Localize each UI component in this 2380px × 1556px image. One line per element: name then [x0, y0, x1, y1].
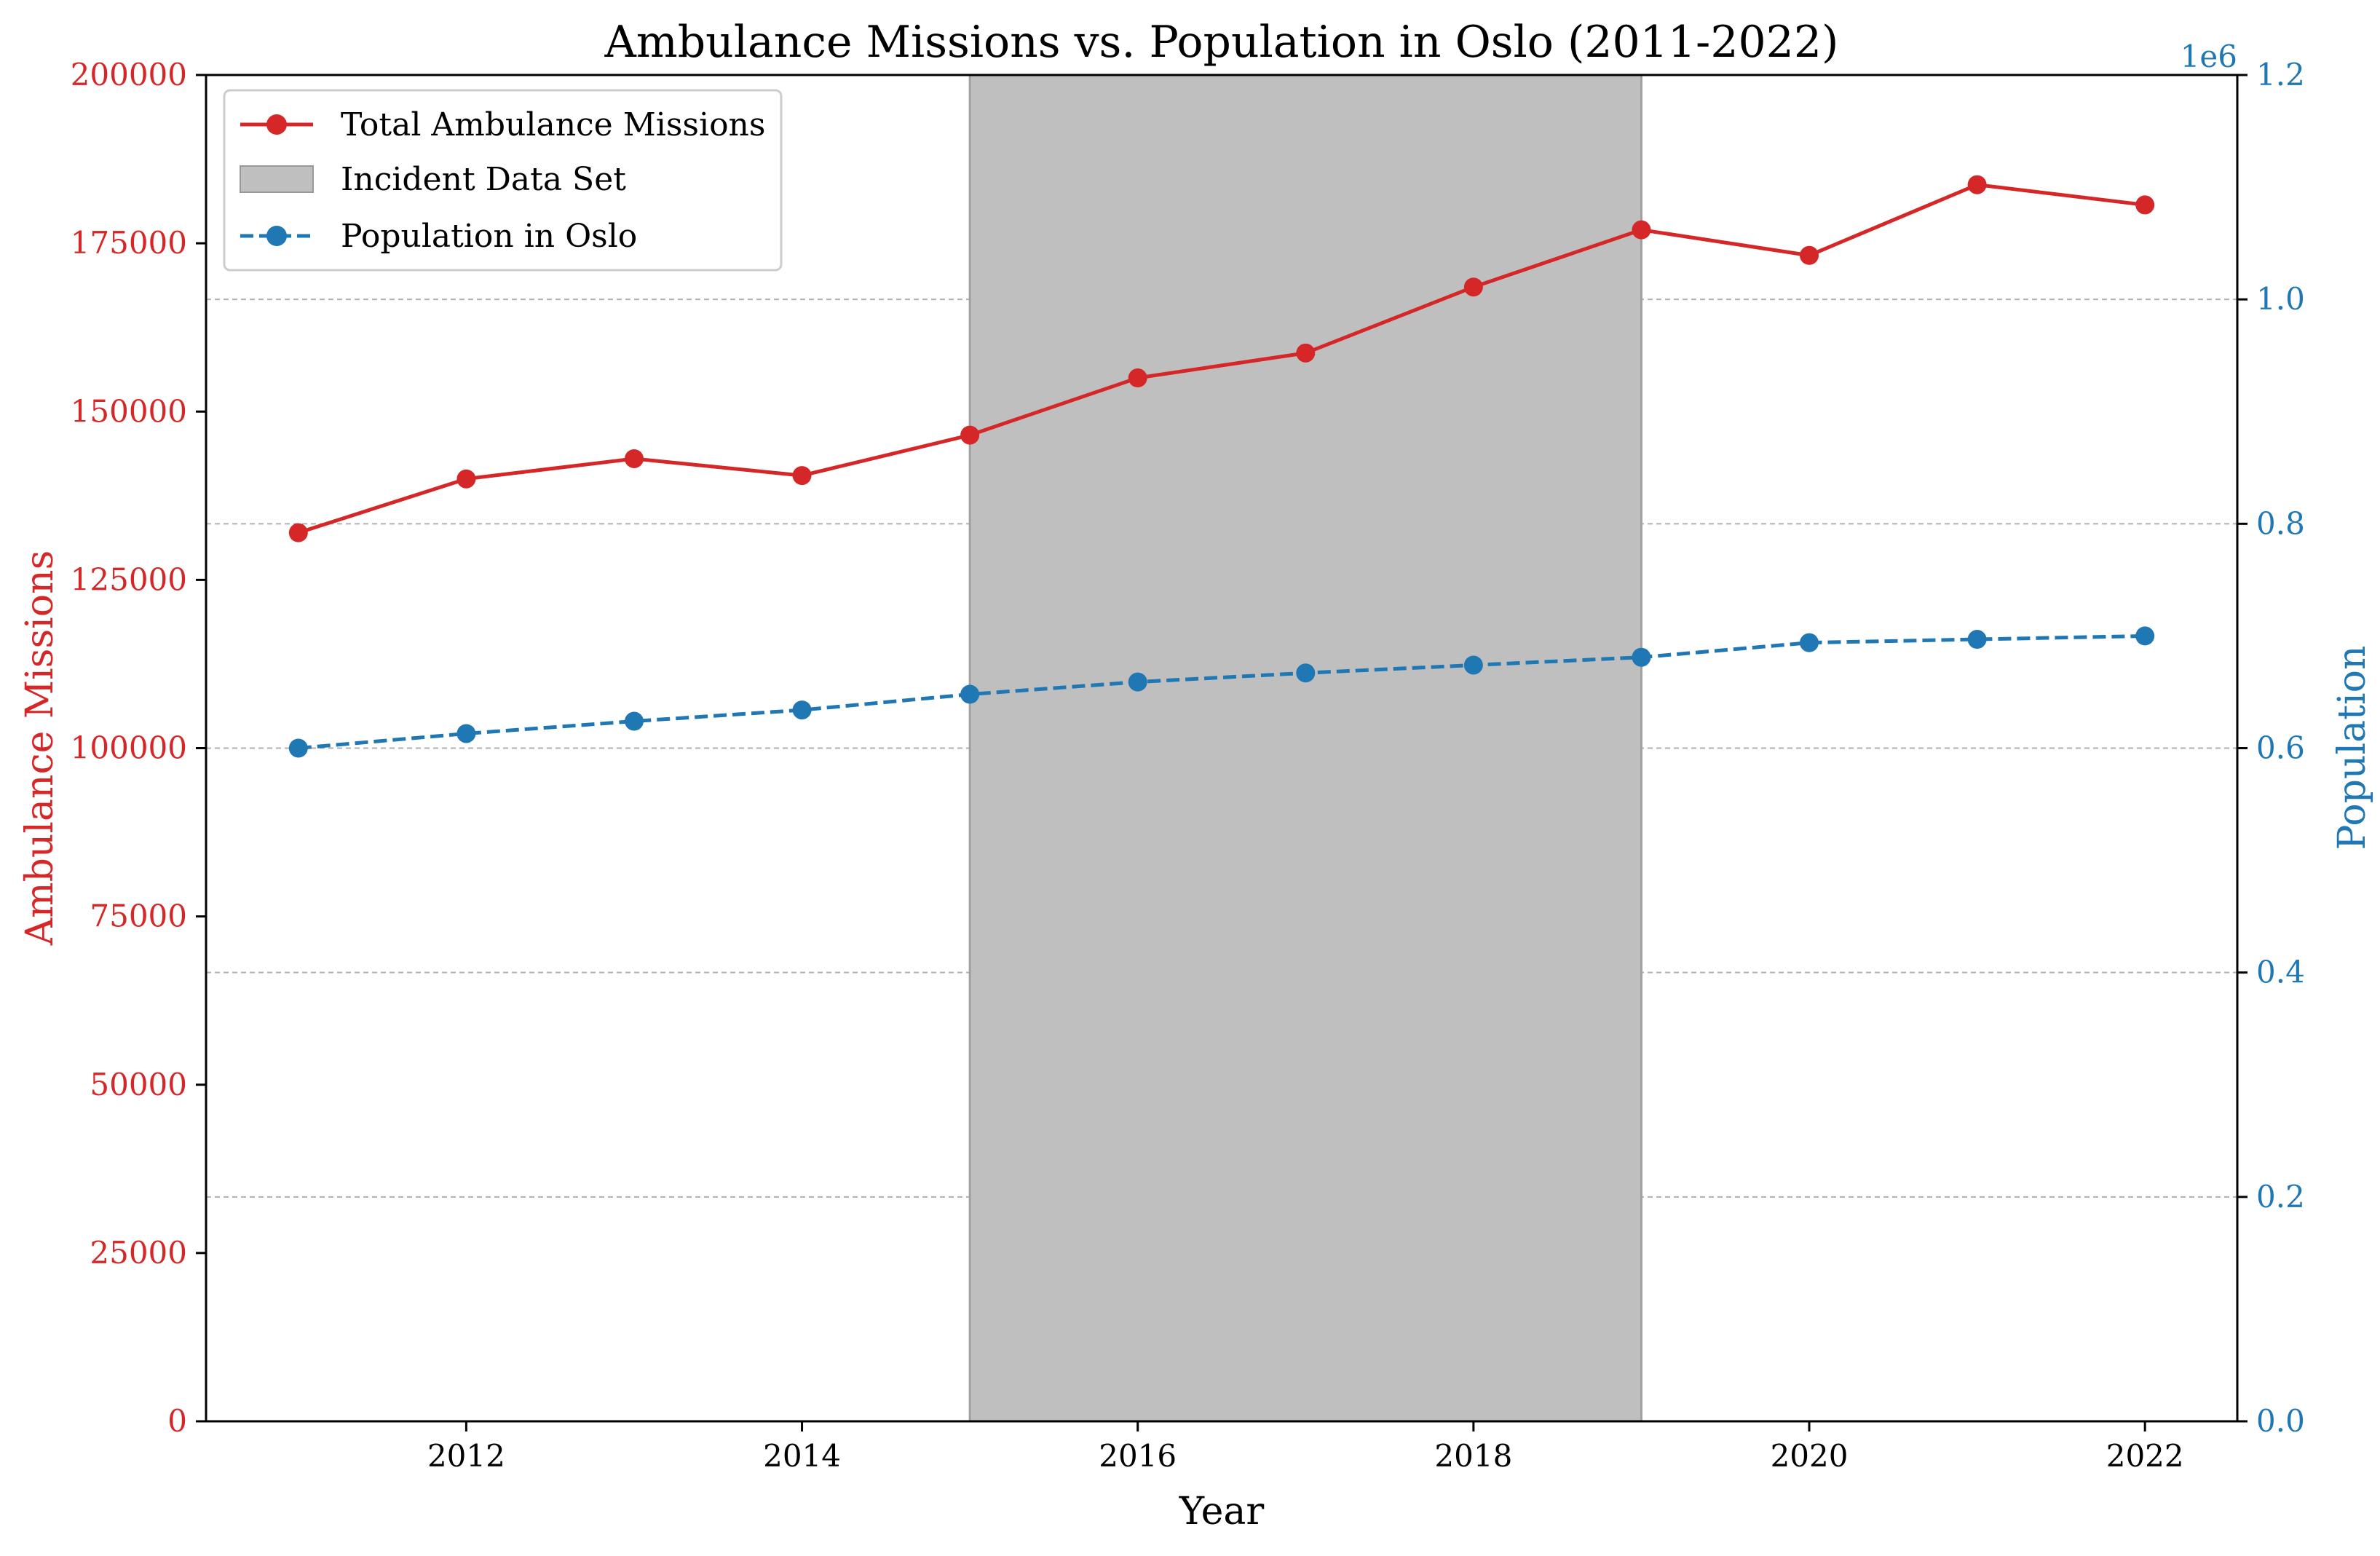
data-point-population	[1800, 633, 1819, 652]
y-axis-left-ticks: 0 25000 50000 75000 100000 125000 150000 175000…	[71, 57, 206, 1439]
y-right-tick-label: 0.6	[2256, 730, 2305, 766]
y-left-tick-label: 100000	[71, 730, 187, 766]
y-right-tick-label: 1.2	[2256, 57, 2305, 92]
legend-box	[223, 89, 783, 272]
y-left-tick-label: 150000	[71, 393, 187, 429]
data-point-missions	[1967, 175, 1987, 194]
y-left-tick-label: 175000	[71, 225, 187, 261]
x-tick-label: 2022	[2106, 1438, 2184, 1474]
x-tick-label: 2016	[1099, 1438, 1177, 1474]
y-right-tick-label: 0.4	[2256, 955, 2305, 990]
y-left-tick-label: 125000	[71, 561, 187, 597]
data-point-missions	[1128, 368, 1147, 388]
y-right-tick-label: 0.0	[2256, 1403, 2305, 1439]
data-point-missions	[1632, 220, 1651, 240]
shaded-region-layer	[968, 74, 1642, 1423]
data-point-population	[624, 711, 644, 731]
y-right-tick-label: 0.2	[2256, 1179, 2305, 1215]
data-point-population	[2135, 626, 2155, 646]
y-left-tick-label: 50000	[90, 1067, 187, 1102]
data-point-missions	[288, 523, 308, 542]
x-axis-title: Year	[1179, 1490, 1265, 1533]
data-point-missions	[2135, 195, 2155, 215]
data-point-missions	[456, 469, 476, 489]
data-point-missions	[1800, 245, 1819, 265]
y-left-tick-label: 25000	[90, 1235, 187, 1271]
legend: Total Ambulance Missions Incident Data S…	[223, 89, 783, 272]
incident-data-set-region	[968, 74, 1642, 1423]
data-point-population	[960, 684, 980, 704]
y-left-tick-label: 75000	[90, 899, 187, 934]
data-point-population	[1463, 655, 1483, 675]
data-point-population	[1967, 630, 1987, 649]
data-point-population	[456, 724, 476, 743]
data-point-population	[1128, 672, 1147, 692]
series-line-missions	[298, 183, 2146, 535]
x-tick-label: 2012	[427, 1438, 505, 1474]
data-point-population	[1296, 663, 1316, 683]
data-point-population	[792, 700, 812, 720]
y-right-tick-label: 1.0	[2256, 281, 2305, 317]
series-line-population	[298, 633, 2146, 750]
x-tick-label: 2020	[1771, 1438, 1849, 1474]
legend-marker-missions	[266, 114, 287, 135]
data-point-missions	[960, 425, 980, 445]
chart-title: Ambulance Missions vs. Population in Osl…	[604, 17, 1839, 68]
legend-label-incident: Incident Data Set	[341, 161, 626, 198]
legend-label-population: Population in Oslo	[341, 218, 637, 255]
right-axis-offset-text: 1e6	[2181, 39, 2237, 74]
data-point-missions	[624, 449, 644, 468]
data-point-population	[1632, 647, 1651, 667]
y-axis-right-title: Population	[2330, 646, 2374, 850]
data-point-missions	[1463, 277, 1483, 297]
x-tick-label: 2018	[1434, 1438, 1512, 1474]
data-point-population	[288, 738, 308, 758]
y-left-tick-label: 200000	[71, 57, 187, 92]
legend-marker-population	[266, 226, 287, 246]
y-left-tick-label: 0	[167, 1403, 187, 1439]
legend-label-missions: Total Ambulance Missions	[341, 106, 765, 143]
data-point-missions	[792, 466, 812, 486]
series-layer	[288, 175, 2155, 758]
y-axis-right-ticks: 0.0 0.2 0.4 0.6 0.8 1.0 1.2	[2237, 57, 2305, 1439]
x-axis-ticks: 2012 2014 2016 2018 2020 2022	[427, 1421, 2184, 1474]
data-point-missions	[1296, 343, 1316, 363]
legend-swatch-incident	[240, 165, 314, 193]
x-tick-label: 2014	[763, 1438, 841, 1474]
y-axis-left-title: Ambulance Missions	[18, 550, 62, 947]
y-right-tick-label: 0.8	[2256, 505, 2305, 541]
